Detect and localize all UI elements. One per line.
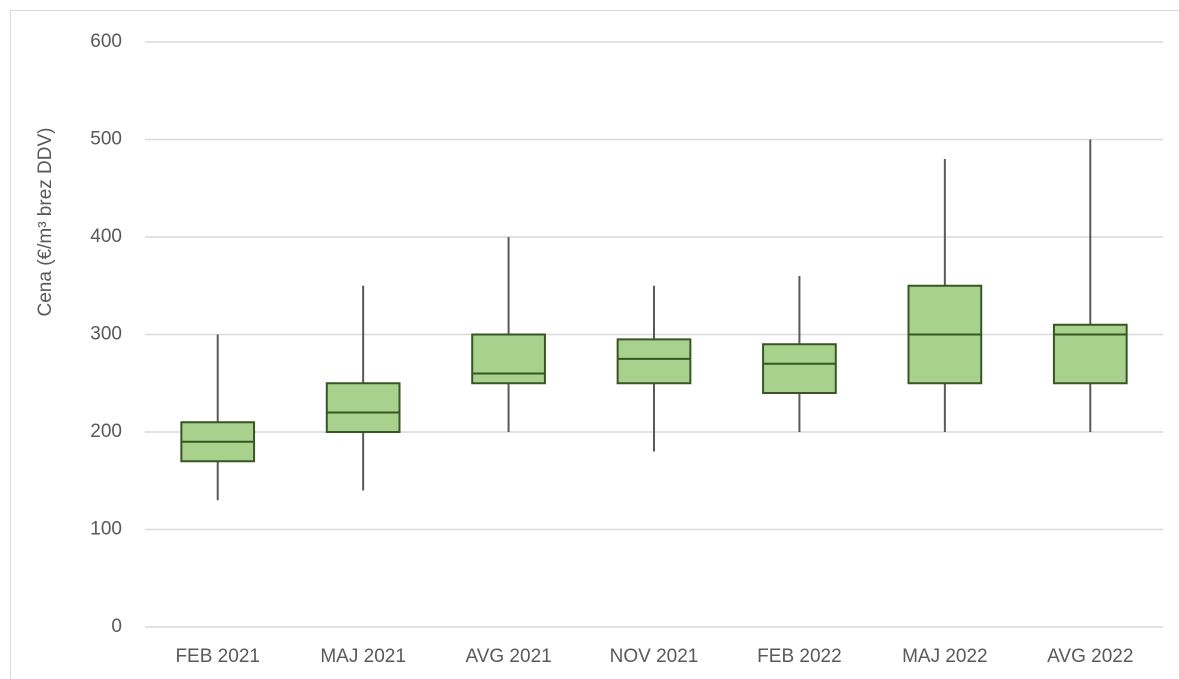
x-tick-label: AVG 2021 bbox=[465, 646, 551, 667]
box bbox=[325, 382, 401, 433]
chart-border bbox=[10, 10, 1179, 679]
x-tick-label: MAJ 2021 bbox=[320, 646, 406, 667]
y-tick-label: 0 bbox=[111, 616, 122, 637]
y-tick-label: 600 bbox=[90, 31, 122, 52]
x-tick-label: FEB 2022 bbox=[757, 646, 842, 667]
y-tick-label: 200 bbox=[90, 421, 122, 442]
y-tick-label: 100 bbox=[90, 519, 122, 540]
box bbox=[616, 338, 692, 385]
y-tick-label: 400 bbox=[90, 226, 122, 247]
y-tick-label: 300 bbox=[90, 324, 122, 345]
x-tick-label: MAJ 2022 bbox=[902, 646, 988, 667]
box bbox=[762, 343, 837, 394]
box bbox=[471, 333, 546, 385]
x-tick-label: FEB 2021 bbox=[175, 646, 260, 667]
y-axis-label: Cena (€/m³ brez DDV) bbox=[35, 128, 56, 317]
y-tick-label: 500 bbox=[90, 129, 122, 150]
x-tick-label: NOV 2021 bbox=[610, 646, 699, 667]
x-tick-label: AVG 2022 bbox=[1047, 646, 1133, 667]
